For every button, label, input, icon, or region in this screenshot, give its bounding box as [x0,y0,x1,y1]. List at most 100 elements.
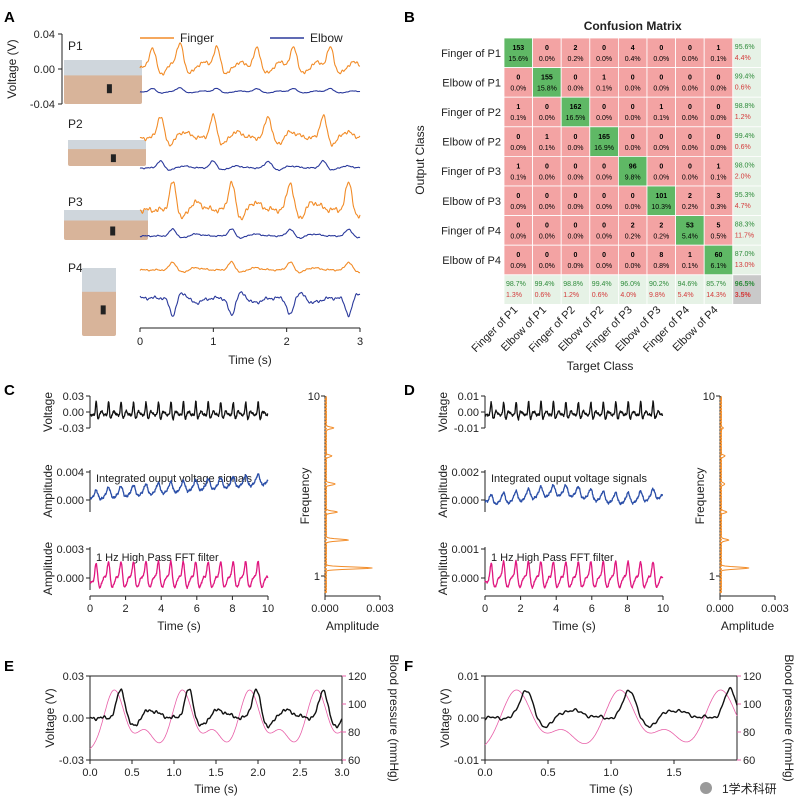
time-x-tick-label: 4 [158,603,164,615]
subplot-y-tick-label: 0.01 [458,391,479,403]
cell-count: 0 [602,223,606,230]
fft-point [324,567,327,571]
cell-count: 101 [655,193,667,200]
panel-a-x-tick-label: 1 [210,336,216,348]
cell-count: 0 [688,75,692,82]
cell-count: 0 [545,193,549,200]
subplot-annotation: Integrated ouput voltage signals [491,473,647,485]
cell-count: 1 [659,104,663,111]
col-error: 1.2% [563,292,579,299]
time-x-label: Time (s) [552,619,596,633]
fft-point [719,456,722,460]
fft-point [324,417,327,421]
cell-percent: 0.0% [596,56,612,63]
fft-point [719,463,722,466]
fft-point [324,535,327,538]
time-x-tick-label: 0 [482,603,488,615]
x-axis-label: Time (s) [589,782,633,796]
cell-percent: 0.1% [682,263,698,270]
right-y-tick-label: 80 [348,727,360,739]
subplot-annotation: 1 Hz High Pass FFT filter [491,552,614,564]
matrix-cell [618,185,648,217]
fft-point [324,492,327,496]
cell-percent: 15.8% [537,86,557,93]
right-y-label: Blood pressure (mmHg) [387,654,401,781]
panel-letter-D: D [404,382,415,399]
fft-point [324,590,327,594]
time-x-tick-label: 4 [553,603,559,615]
cell-percent: 0.0% [568,86,584,93]
matrix-cell [503,155,534,187]
cell-percent: 0.0% [539,263,555,270]
cell-count: 0 [545,45,549,52]
trace-p4-finger [139,260,361,274]
fft-point [324,574,327,577]
cell-percent: 0.3% [711,204,727,211]
fft-point [719,561,722,564]
fft-point [719,466,722,470]
cell-percent: 0.1% [596,86,612,93]
left-y-tick-label: -0.03 [59,755,84,767]
time-x-tick-label: 6 [589,603,595,615]
cell-percent: 9.8% [625,174,641,181]
row-error: 4.4% [735,55,751,62]
fft-point [719,401,722,404]
fft-point [324,456,327,460]
cell-count: 0 [516,75,520,82]
cell-count: 8 [659,252,663,259]
matrix-cell [618,126,648,157]
subject-label-p2: P2 [68,117,83,131]
summary-cell [532,274,562,305]
fft-spectrum [325,395,373,593]
photo-background [82,268,116,292]
matrix-cell [675,37,705,69]
watermark-text: 1学术科研 [722,781,777,796]
cell-percent: 0.0% [653,56,669,63]
fft-point [719,460,722,463]
panel-a-x-tick-label: 2 [284,336,290,348]
col-error: 9.8% [649,292,665,299]
x-tick-label: 0.5 [540,767,555,779]
voltage-trace [89,688,343,729]
summary-cell [732,215,762,246]
x-axis-label: Time (s) [194,782,238,796]
x-tick-label: 0.5 [124,767,139,779]
fft-point [719,567,722,571]
cell-count: 2 [631,223,635,230]
fft-point [719,398,722,401]
fft-point [719,587,722,590]
cell-percent: 0.2% [625,234,641,241]
cell-percent: 0.0% [711,145,727,152]
fft-point [324,483,327,486]
subplot-annotation: Integrated ouput voltage signals [96,473,252,485]
matrix-cell [532,185,562,217]
summary-cell [675,274,705,305]
fft-point [719,571,722,574]
cell-percent: 0.0% [682,145,698,152]
row-error: 1.2% [735,114,751,121]
matrix-cell [618,244,648,276]
fft-point [324,424,327,427]
matrix-cell [646,215,677,246]
time-x-tick-label: 10 [262,603,274,615]
right-y-tick-label: 120 [743,671,761,683]
cell-percent: 0.0% [682,174,698,181]
row-accuracy: 98.0% [735,162,755,169]
fft-point [719,437,722,440]
voltage-trace [484,686,738,729]
fft-point [719,483,722,486]
fft-y-tick-label: 1 [709,571,715,583]
x-tick-label: 1.5 [666,767,681,779]
cell-count: 0 [516,252,520,259]
fft-point [324,505,327,509]
matrix-cell [589,244,619,276]
col-error: 5.4% [678,292,694,299]
matrix-cell [703,67,734,98]
row-accuracy: 98.8% [735,103,755,110]
col-accuracy: 94.6% [678,281,698,288]
cell-count: 1 [688,252,692,259]
matrix-cell [646,244,677,276]
col-accuracy: 99.4% [535,281,555,288]
fft-point [719,499,722,502]
cell-percent: 0.5% [711,234,727,241]
